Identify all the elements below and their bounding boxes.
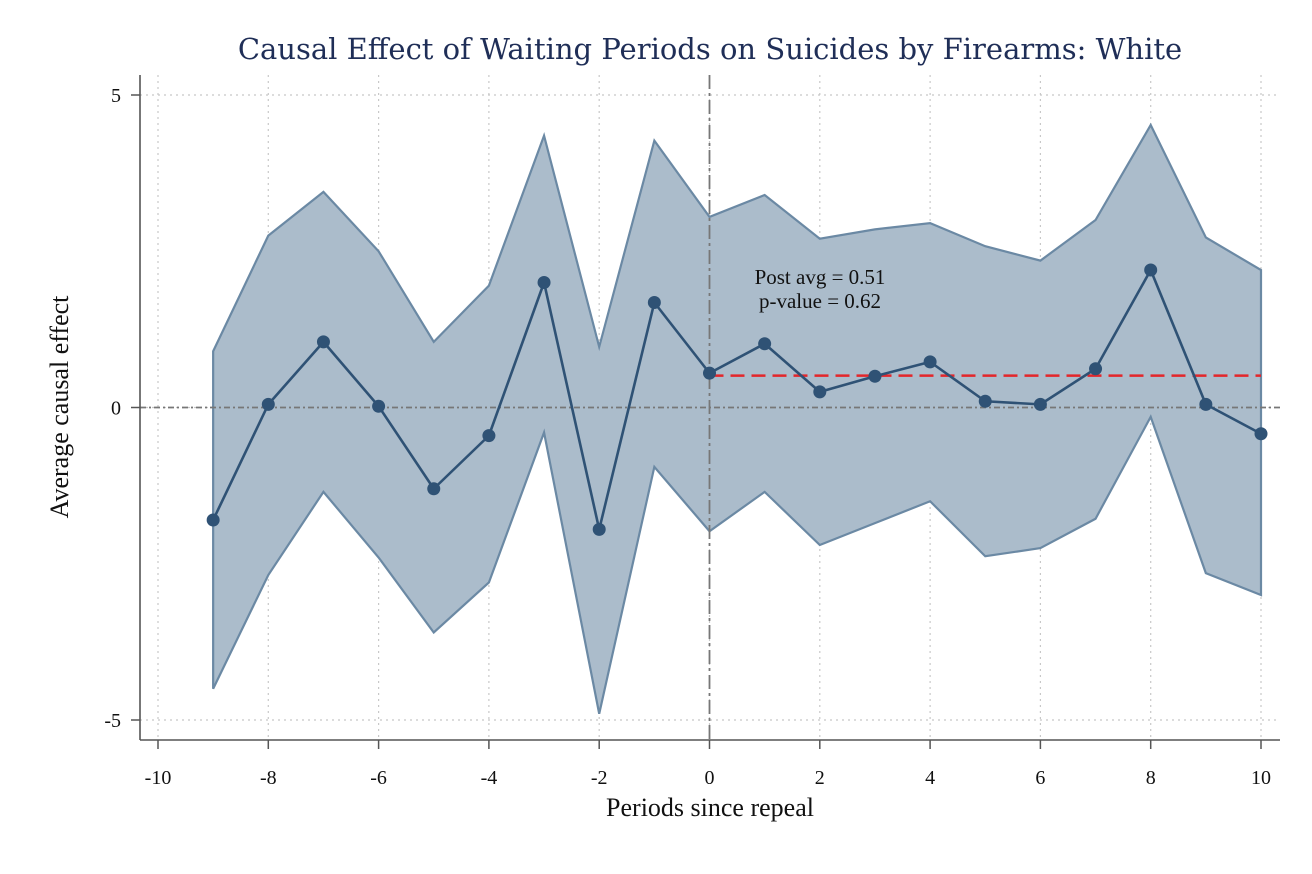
data-point xyxy=(978,394,992,408)
p-value-annotation: p-value = 0.62 xyxy=(759,289,881,313)
x-tick-label: 4 xyxy=(925,767,935,789)
data-point xyxy=(758,337,772,351)
data-point xyxy=(1199,397,1213,411)
data-point xyxy=(206,513,220,527)
x-tick-label: 10 xyxy=(1251,767,1271,789)
data-point xyxy=(813,385,827,399)
series-line xyxy=(211,268,1262,531)
x-axis-label: Periods since repeal xyxy=(606,793,814,822)
data-point xyxy=(427,482,441,496)
data-point xyxy=(868,369,882,383)
series-layer xyxy=(206,263,1268,536)
data-point xyxy=(261,397,275,411)
x-tick-label: -6 xyxy=(370,767,387,789)
x-tick-label: -8 xyxy=(260,767,277,789)
x-tick-label: 2 xyxy=(815,767,825,789)
chart-title: Causal Effect of Waiting Periods on Suic… xyxy=(238,32,1182,66)
data-point xyxy=(1033,397,1047,411)
data-point xyxy=(923,355,937,369)
data-point xyxy=(592,522,606,536)
x-tick-label: -10 xyxy=(145,767,172,789)
data-point xyxy=(703,366,716,380)
x-tick-label: -2 xyxy=(591,767,608,789)
data-point xyxy=(1254,427,1268,441)
x-tick-label: 8 xyxy=(1146,767,1156,789)
confidence-band xyxy=(212,122,1263,714)
confidence-band-layer xyxy=(212,122,1263,714)
text-layer: Causal Effect of Waiting Periods on Suic… xyxy=(45,32,1182,822)
data-point xyxy=(647,296,661,309)
y-tick-label: -5 xyxy=(104,710,121,732)
data-point xyxy=(1089,362,1103,376)
x-tick-label: 6 xyxy=(1035,767,1045,789)
data-point xyxy=(372,399,386,413)
data-point xyxy=(482,429,496,443)
data-point xyxy=(1144,263,1158,277)
x-tick-label: 0 xyxy=(705,767,715,789)
post-average-annotation: Post avg = 0.51 xyxy=(755,265,886,289)
x-tick-label: -4 xyxy=(481,767,498,789)
y-axis-label: Average causal effect xyxy=(45,295,74,519)
data-point xyxy=(316,335,330,349)
data-point xyxy=(537,276,551,289)
y-tick-label: 0 xyxy=(111,398,121,420)
axes: -10 -8 -6 -4 -2 0 2 4 6 8 10 5 0 -5 xyxy=(104,75,1280,789)
y-tick-label: 5 xyxy=(111,85,121,107)
